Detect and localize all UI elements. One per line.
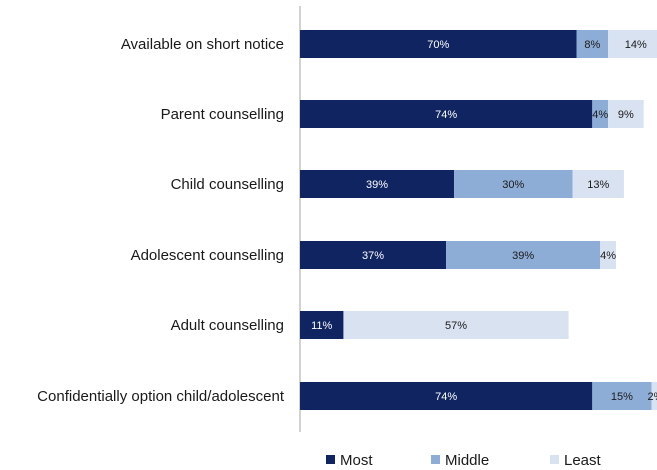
bar-middle-child-counselling: [454, 170, 573, 198]
bar-middle-confidentially-option-child-adolescent: [592, 382, 652, 410]
bar-most-child-counselling: [300, 170, 455, 198]
legend-label-middle: Middle: [445, 452, 489, 469]
data-label-least-adolescent-counselling: 4%: [600, 250, 616, 262]
bar-middle-parent-counselling: [592, 100, 609, 128]
bar-middle-adolescent-counselling: [446, 241, 601, 269]
bar-least-adult-counselling: [343, 311, 569, 339]
category-label-parent-counselling: Parent counselling: [161, 106, 284, 123]
legend-swatch-least: [550, 455, 559, 464]
bar-least-child-counselling: [572, 170, 624, 198]
bar-most-adult-counselling: [300, 311, 344, 339]
category-label-child-counselling: Child counselling: [171, 176, 284, 193]
data-label-most-available-on-short-notice: 70%: [427, 39, 449, 51]
data-label-middle-child-counselling: 30%: [502, 179, 524, 191]
legend-label-most: Most: [340, 452, 373, 469]
bar-most-available-on-short-notice: [300, 30, 577, 58]
data-label-most-confidentially-option-child-adolescent: 74%: [435, 391, 457, 403]
data-label-least-adult-counselling: 57%: [445, 320, 467, 332]
data-label-middle-confidentially-option-child-adolescent: 15%: [611, 391, 633, 403]
bar-most-confidentially-option-child-adolescent: [300, 382, 593, 410]
category-label-adolescent-counselling: Adolescent counselling: [131, 247, 284, 264]
bar-segments: [300, 30, 657, 410]
data-label-least-child-counselling: 13%: [587, 179, 609, 191]
category-label-available-on-short-notice: Available on short notice: [121, 36, 284, 53]
bar-least-confidentially-option-child-adolescent: [651, 382, 657, 410]
data-label-most-child-counselling: 39%: [366, 179, 388, 191]
data-label-most-adult-counselling: 11%: [311, 320, 332, 332]
data-label-least-confidentially-option-child-adolescent: 2%: [648, 391, 657, 403]
bar-most-adolescent-counselling: [300, 241, 447, 269]
bar-least-parent-counselling: [608, 100, 644, 128]
data-label-least-available-on-short-notice: 14%: [625, 39, 647, 51]
legend-label-least: Least: [564, 452, 602, 469]
legend-swatch-middle: [431, 455, 440, 464]
bar-least-available-on-short-notice: [608, 30, 657, 58]
data-label-middle-available-on-short-notice: 8%: [584, 39, 600, 51]
category-label-confidentially-option-child-adolescent: Confidentially option child/adolescent: [37, 388, 285, 405]
data-labels: 70% 8% 14% 74% 4% 9% 39% 30% 13% 37% 39% 4% 11% 57% 74…: [311, 39, 657, 403]
legend: Most Middle Least: [326, 452, 602, 469]
legend-swatch-most: [326, 455, 335, 464]
category-labels: Available on short notice Parent counsell…: [37, 36, 285, 405]
data-label-middle-parent-counselling: 4%: [592, 109, 608, 121]
data-label-middle-adolescent-counselling: 39%: [512, 250, 534, 262]
data-label-most-adolescent-counselling: 37%: [362, 250, 384, 262]
bar-least-adolescent-counselling: [600, 241, 616, 269]
bar-middle-available-on-short-notice: [576, 30, 609, 58]
category-label-adult-counselling: Adult counselling: [171, 317, 284, 334]
bar-most-parent-counselling: [300, 100, 593, 128]
data-label-most-parent-counselling: 74%: [435, 109, 457, 121]
data-label-least-parent-counselling: 9%: [618, 109, 634, 121]
